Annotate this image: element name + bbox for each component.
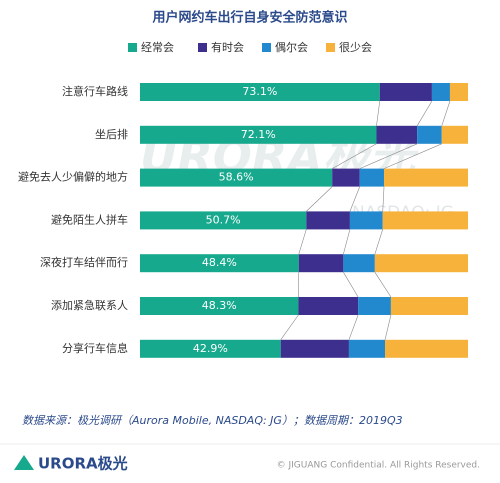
connector-line (280, 314, 299, 340)
bar-segment (385, 339, 468, 358)
bar-segment (306, 211, 350, 230)
bar-segment (379, 83, 432, 101)
category-label: 避免陌生人拼车 (51, 212, 128, 226)
legend-swatch (128, 43, 137, 52)
connector-line (441, 100, 451, 126)
connector-line (359, 143, 418, 169)
data-label: 48.3% (202, 299, 237, 312)
bar-segment (140, 339, 281, 358)
legend-swatch (262, 43, 271, 52)
bar-segment (384, 168, 468, 187)
legend-label: 有时会 (211, 40, 244, 54)
bar-segment (417, 125, 442, 144)
legend-swatch (326, 43, 335, 52)
legend-label: 很少会 (339, 40, 372, 54)
bar-segment (140, 83, 380, 101)
bar-segment (140, 254, 299, 273)
bar-segment (349, 211, 383, 230)
bar-segment (140, 211, 307, 230)
data-label: 50.7% (206, 213, 241, 226)
connector-line (384, 314, 392, 340)
bar-segment (332, 168, 360, 187)
connector-line (416, 100, 433, 126)
bar-segment (359, 168, 385, 187)
connector-line (348, 314, 359, 340)
category-label: 添加紧急联系人 (51, 298, 128, 312)
connector-line (383, 143, 442, 169)
bar-segment (376, 125, 418, 144)
bar-segment (140, 125, 377, 144)
connector-line (374, 272, 392, 298)
legend-label: 偶尔会 (275, 41, 308, 54)
bar-segment (441, 125, 468, 144)
chart-title: 用户网约车出行自身安全防范意识 (151, 10, 347, 26)
bar-segment (431, 83, 450, 101)
data-label: 73.1% (242, 85, 277, 98)
data-label: 42.9% (193, 342, 228, 355)
connector-line (298, 229, 307, 255)
bar-segment (382, 211, 468, 230)
category-label: 注意行车路线 (62, 84, 128, 98)
connector-line (382, 186, 385, 212)
category-label: 深夜打车结伴而行 (40, 255, 128, 269)
legend-swatch (198, 43, 207, 52)
connector-line (349, 186, 361, 212)
connector-line (332, 143, 377, 169)
data-label: 72.1% (241, 128, 276, 141)
bar-segment (449, 83, 468, 101)
bar-segment (390, 297, 468, 315)
bar-segment (298, 297, 359, 315)
legend-label: 经常会 (141, 41, 174, 54)
connector-line (306, 186, 333, 212)
logo-icon (14, 455, 34, 470)
footer-logo: URORA极光 (38, 455, 128, 473)
category-label: 分享行车信息 (62, 341, 128, 355)
bar-segment (298, 254, 344, 273)
bar-segment (358, 297, 391, 315)
bar-segment (348, 339, 386, 358)
connector-line (343, 229, 351, 255)
bar-segment (374, 254, 468, 273)
connector-line (343, 272, 359, 298)
data-label: 48.4% (202, 256, 237, 269)
category-label: 坐后排 (95, 127, 128, 141)
copyright: © JIGUANG Confidential. All Rights Reser… (277, 461, 480, 471)
bar-segment (280, 339, 349, 358)
connector-line (374, 229, 384, 255)
bar-segment (140, 168, 333, 187)
category-label: 避免去人少偏僻的地方 (18, 170, 128, 184)
connector-line (376, 100, 381, 126)
bar-segment (343, 254, 375, 273)
bar-segment (140, 297, 299, 315)
data-label: 58.6% (219, 171, 254, 184)
source-note: 数据来源：极光调研（Aurora Mobile, NASDAQ: JG）；数据周… (22, 414, 403, 427)
